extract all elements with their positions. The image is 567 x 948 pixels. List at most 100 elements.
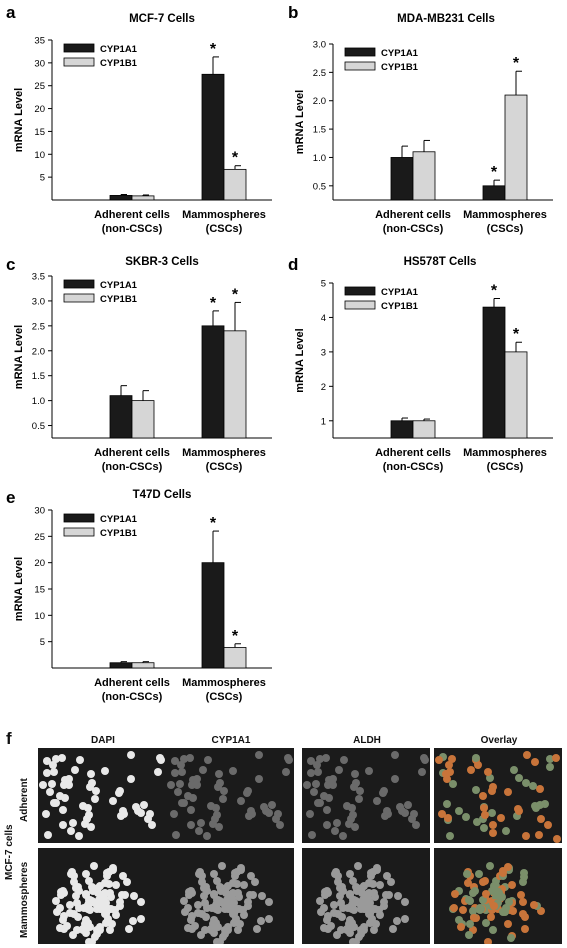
cell-spot xyxy=(471,786,480,795)
category-label: Mammospheres xyxy=(182,447,266,459)
cell-spot xyxy=(332,818,341,827)
cell-spot xyxy=(220,929,229,938)
cell-spot xyxy=(108,796,117,805)
cell-spot xyxy=(401,898,410,907)
cell-spot xyxy=(238,906,247,915)
cell-spot xyxy=(197,877,206,886)
legend-label-cyp1a1: CYP1A1 xyxy=(100,280,138,291)
bar-cyp1a1-adherent xyxy=(109,395,133,439)
category-label: (CSCs) xyxy=(206,691,243,703)
chart-title-a: MCF-7 Cells xyxy=(129,13,195,25)
cell-spot xyxy=(319,792,328,801)
cell-spot xyxy=(111,911,120,920)
bar-cyp1a1-adherent xyxy=(109,195,133,201)
cell-spot xyxy=(187,805,196,814)
cell-spot xyxy=(51,754,60,763)
cell-spot xyxy=(81,889,90,898)
cell-spot xyxy=(522,779,531,788)
cell-spot xyxy=(231,869,240,878)
cell-spot xyxy=(337,898,346,907)
cell-spot xyxy=(67,869,75,878)
category-label: Adherent cells xyxy=(375,209,451,221)
cell-spot xyxy=(92,786,101,795)
bar-cyp1a1-mammospheres xyxy=(201,562,225,669)
cell-spot xyxy=(356,929,365,938)
bar-cyp1b1-adherent xyxy=(131,662,155,669)
cell-spot xyxy=(474,869,483,878)
y-tick-label: 10 xyxy=(34,150,45,161)
cell-spot xyxy=(56,923,65,932)
cell-spot xyxy=(486,774,495,783)
cell-spot xyxy=(348,876,357,885)
cell-spot xyxy=(419,753,428,762)
significance-star: * xyxy=(232,150,239,167)
cell-spot xyxy=(381,891,390,899)
cell-spot xyxy=(172,831,181,840)
cell-spot xyxy=(446,767,455,776)
y-tick-label: 15 xyxy=(34,585,45,596)
legend-swatch-cyp1a1 xyxy=(63,513,95,523)
cell-spot xyxy=(47,779,56,788)
chart-title-d: HS578T Cells xyxy=(404,256,477,268)
y-tick-label: 30 xyxy=(34,58,45,69)
cell-spot xyxy=(116,787,125,796)
cell-spot xyxy=(450,904,459,912)
cell-spot xyxy=(237,864,246,873)
y-tick-label: 1 xyxy=(321,416,326,427)
cell-spot xyxy=(58,886,67,895)
cell-spot xyxy=(195,827,204,836)
cell-spot xyxy=(245,891,254,899)
cell-spot xyxy=(519,910,528,919)
cell-spot xyxy=(345,869,354,878)
cell-spot xyxy=(513,805,522,814)
cell-spot xyxy=(214,823,223,832)
cell-spot xyxy=(64,780,73,789)
y-tick-label: 10 xyxy=(34,611,45,622)
cell-spot xyxy=(180,798,189,807)
category-label: Adherent cells xyxy=(94,447,170,459)
cell-spot xyxy=(380,787,389,796)
cell-spot xyxy=(186,820,195,829)
cell-spot xyxy=(521,925,530,934)
cell-spot xyxy=(376,880,385,889)
y-tick-label: 0.5 xyxy=(32,421,45,432)
cell-spot xyxy=(514,774,523,783)
bar-cyp1a1-adherent xyxy=(109,662,133,669)
legend-label-cyp1b1: CYP1B1 xyxy=(100,294,138,305)
cell-spot xyxy=(359,895,368,904)
cell-spot xyxy=(228,888,237,897)
group-label-mcf7: MCF-7 cells xyxy=(4,824,15,880)
cell-spot xyxy=(100,878,109,887)
cell-spot xyxy=(335,765,344,774)
cell-spot xyxy=(488,782,497,791)
cell-spot xyxy=(203,756,212,765)
cell-spot xyxy=(112,880,121,889)
cell-spot xyxy=(350,769,359,778)
cell-spot xyxy=(45,788,54,797)
bar-cyp1a1-mammospheres xyxy=(482,306,506,439)
cell-spot xyxy=(358,884,367,893)
cell-spot xyxy=(344,819,353,828)
cell-spot xyxy=(80,819,89,828)
cell-spot xyxy=(187,781,196,790)
cell-spot xyxy=(78,926,87,935)
significance-star: * xyxy=(210,515,217,532)
cell-spot xyxy=(487,809,496,818)
y-tick-label: 5 xyxy=(40,637,45,648)
cell-spot xyxy=(332,931,341,940)
cell-spot xyxy=(255,774,264,783)
cell-spot xyxy=(208,819,217,828)
cell-spot xyxy=(329,909,338,918)
y-axis-label-b: mRNA Level xyxy=(294,90,306,154)
cell-spot xyxy=(455,915,464,924)
y-tick-label: 15 xyxy=(34,127,45,138)
column-header-dapi: DAPI xyxy=(91,735,115,746)
cell-spot xyxy=(503,919,512,928)
cell-spot xyxy=(137,898,146,907)
cell-spot xyxy=(528,782,537,791)
cell-spot xyxy=(265,809,274,818)
legend-swatch-cyp1b1 xyxy=(63,57,95,67)
category-label: (non-CSCs) xyxy=(383,223,444,235)
cell-spot xyxy=(117,891,126,899)
